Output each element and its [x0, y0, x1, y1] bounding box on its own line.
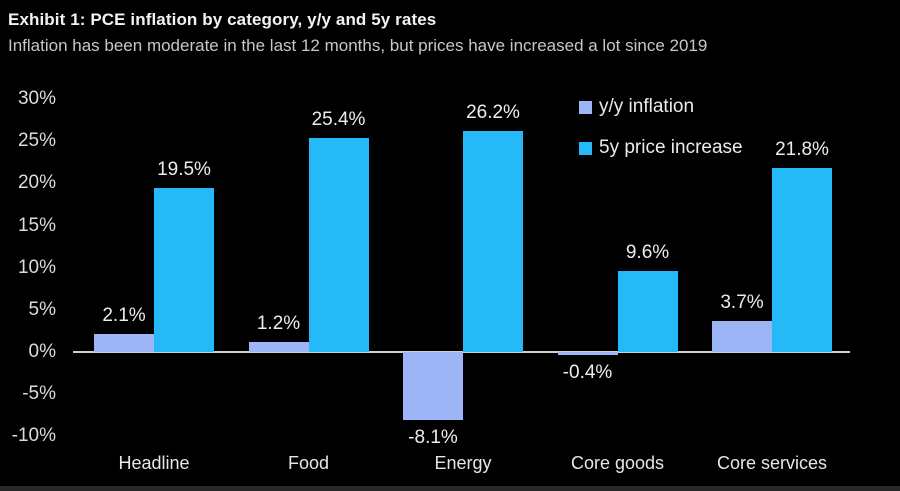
bottom-border-strip	[0, 486, 900, 491]
chart-legend: y/y inflation 5y price increase	[579, 96, 743, 178]
bar-5y-price-increase-core-goods	[617, 271, 678, 352]
y-axis-tick-label: 5%	[28, 298, 56, 320]
bar-y-y-inflation-core-goods	[557, 352, 618, 356]
y-axis-tick-label: 20%	[17, 172, 56, 194]
bar-y-y-inflation-food	[248, 341, 309, 352]
legend-item-yy-inflation: y/y inflation	[579, 96, 743, 118]
legend-label: 5y price increase	[599, 137, 743, 158]
bar-5y-price-increase-core-services	[772, 168, 832, 352]
y-axis-tick-label: 25%	[17, 130, 56, 152]
bar-value-label-energy-5y-price-increase: 26.2%	[466, 102, 520, 124]
x-axis-category-label-core-goods: Core goods	[570, 453, 665, 473]
y-axis-tick-label: 30%	[17, 88, 56, 110]
y-axis-tick-label: 15%	[17, 214, 56, 236]
bar-5y-price-increase-headline	[154, 187, 214, 352]
x-axis-category-label-core-services: Core services	[716, 453, 828, 473]
bar-y-y-inflation-headline	[94, 334, 154, 352]
legend-item-5y-price-increase: 5y price increase	[579, 137, 743, 159]
bar-value-label-core-services-5y-price-increase: 21.8%	[775, 139, 829, 161]
chart-title: Exhibit 1: PCE inflation by category, y/…	[8, 10, 437, 29]
bar-value-label-core-goods-5y-price-increase: 9.6%	[625, 242, 670, 264]
y-axis-tick-label: -5%	[22, 383, 56, 405]
x-axis-category-label-energy: Energy	[434, 453, 492, 473]
y-axis-tick-label: -10%	[11, 425, 56, 447]
legend-label: y/y inflation	[599, 96, 695, 117]
bar-value-label-food-5y-price-increase: 25.4%	[311, 108, 366, 130]
bar-5y-price-increase-food	[308, 137, 369, 352]
bar-value-label-energy-y-y-inflation: -8.1%	[408, 427, 458, 449]
square-swatch-icon	[579, 141, 592, 155]
bar-value-label-core-services-y-y-inflation: 3.7%	[720, 291, 764, 313]
y-axis-tick-label: 10%	[17, 256, 56, 278]
bar-y-y-inflation-core-services	[712, 320, 772, 352]
bar-value-label-headline-5y-price-increase: 19.5%	[157, 158, 211, 180]
y-axis-tick-label: 0%	[28, 341, 56, 362]
bar-value-label-food-y-y-inflation: 1.2%	[256, 312, 301, 334]
x-axis-category-label-food: Food	[287, 453, 330, 473]
x-axis-category-label-headline: Headline	[118, 453, 190, 473]
bar-value-label-core-goods-y-y-inflation: -0.4%	[562, 362, 613, 384]
bar-value-label-headline-y-y-inflation: 2.1%	[102, 305, 146, 327]
chart-subtitle: Inflation has been moderate in the last …	[8, 36, 708, 55]
square-swatch-icon	[579, 100, 592, 114]
bar-5y-price-increase-energy	[463, 131, 523, 352]
bar-y-y-inflation-energy	[403, 352, 463, 421]
